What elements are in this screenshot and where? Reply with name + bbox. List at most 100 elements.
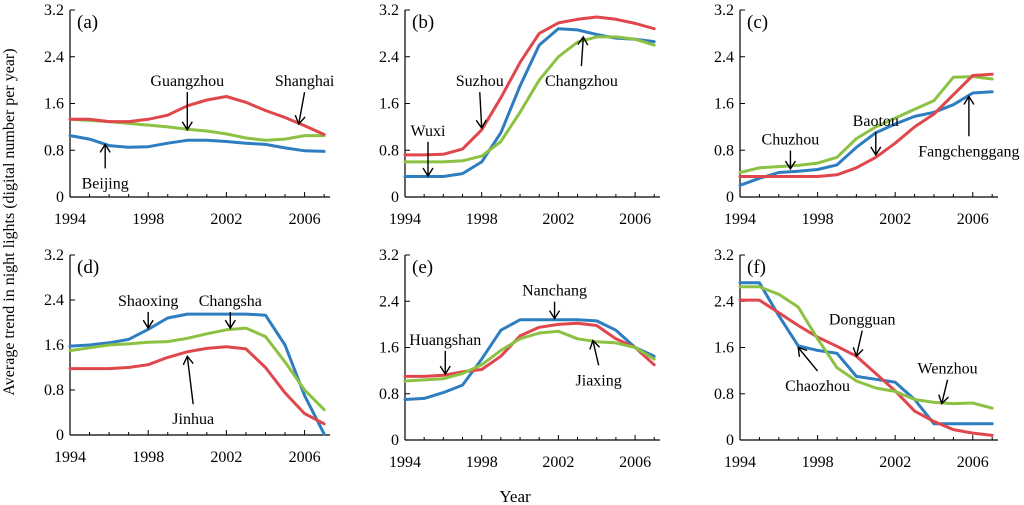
annotation-label-nanchang: Nanchang (522, 283, 587, 300)
panel-label: (e) (412, 257, 433, 278)
annotation-label-jiaxing: Jiaxing (576, 372, 622, 389)
x-tick-label: 1998 (466, 454, 498, 471)
annotation-label-chuzhou: Chuzhou (762, 132, 820, 149)
annotation-arrowhead (548, 310, 561, 320)
x-tick-label: 2002 (210, 449, 242, 466)
x-tick-label: 2006 (957, 211, 989, 228)
annotation-label-jinhua: Jinhua (172, 411, 214, 428)
x-tick-label: 1998 (802, 211, 834, 228)
annotation-arrowhead (142, 319, 154, 330)
y-tick-label: 0 (726, 432, 734, 449)
annotation-arrowhead (577, 35, 589, 46)
annotation-label-baotou: Baotou (853, 113, 899, 130)
y-tick-label: 0.8 (379, 142, 399, 159)
x-tick-label: 1998 (132, 211, 164, 228)
panel-e: 0 0.8 1.6 2.4 3.2 1994 1998 2002 2006 (e) Nanchang… (379, 247, 660, 471)
annotation-arrow (797, 347, 819, 372)
y-tick-label: 0.8 (44, 142, 64, 159)
annotation-label-chaozhou: Chaozhou (785, 378, 850, 395)
y-tick-label: 0.8 (44, 382, 64, 399)
annotation-label-shaoxing: Shaoxing (118, 293, 178, 310)
series-line-huangshan (403, 318, 656, 401)
annotation-arrowhead (181, 121, 193, 132)
y-tick-label: 3.2 (379, 247, 399, 264)
annotation-arrow (941, 379, 949, 404)
annotation-arrowhead (938, 394, 949, 405)
annotation-arrowhead (422, 167, 434, 178)
series-line-nanchang (403, 321, 656, 378)
x-tick-label: 1994 (54, 449, 86, 466)
series-line-shaoxing (68, 312, 326, 436)
y-tick-label: 0 (56, 427, 64, 444)
annotation-arrow (592, 340, 600, 366)
annotation-label-suzhou: Suzhou (456, 73, 504, 90)
series-line-fangchenggang (738, 72, 994, 178)
x-tick-label: 1994 (724, 454, 756, 471)
y-tick-label: 0 (391, 432, 399, 449)
x-tick-label: 2002 (210, 211, 242, 228)
annotation-arrow (298, 91, 306, 125)
annotation-arrowhead (439, 365, 451, 376)
x-tick-label: 1998 (802, 454, 834, 471)
panel-a: 0 0.8 1.6 2.4 3.2 1994 1998 2002 2006 (a) Guangzho… (44, 2, 335, 228)
annotation-arrowhead (589, 339, 601, 350)
annotation-arrowhead (182, 354, 194, 366)
annotation-arrowhead (963, 95, 975, 105)
series-line-jiaxing (403, 329, 656, 383)
annotation-label-fangchenggang: Fangchenggang (918, 143, 1019, 160)
x-tick-label: 2006 (619, 454, 651, 471)
panel-c: 0 0.8 1.6 2.4 3.2 1994 1998 2002 2006 (c) Chuzhou B… (714, 2, 1020, 228)
y-tick-label: 2.4 (379, 293, 399, 310)
x-tick-label: 1994 (54, 211, 86, 228)
annotation-label-guangzhou: Guangzhou (150, 73, 224, 90)
y-tick-label: 1.6 (44, 337, 64, 354)
series-line-wenzhou (738, 285, 994, 410)
annotation-arrowhead (475, 119, 487, 130)
annotation-label-huangshan: Huangshan (409, 332, 481, 349)
y-tick-label: 1.6 (714, 340, 734, 357)
annotation-arrow (479, 92, 483, 129)
x-tick-label: 2002 (879, 211, 911, 228)
y-tick-label: 2.4 (379, 49, 399, 66)
y-tick-label: 3.2 (714, 2, 734, 19)
series-line-shanghai (68, 95, 326, 136)
annotation-arrowhead (784, 160, 797, 171)
annotation-arrowhead (294, 114, 306, 126)
series-line-jinhua (68, 345, 326, 426)
y-tick-label: 2.4 (44, 49, 64, 66)
annotation-arrow (855, 330, 863, 357)
annotation-label-wuxi: Wuxi (411, 123, 446, 140)
annotation-label-changzhou: Changzhou (545, 73, 618, 90)
panel-label: (a) (77, 12, 98, 33)
annotation-label-shanghai: Shanghai (275, 73, 335, 90)
y-tick-label: 0 (726, 189, 734, 206)
y-tick-label: 0 (56, 189, 64, 206)
annotation-arrow (186, 356, 194, 405)
y-tick-label: 3.2 (379, 2, 399, 19)
panel-label: (b) (412, 12, 434, 33)
x-tick-label: 1998 (132, 449, 164, 466)
x-tick-label: 2002 (542, 211, 574, 228)
y-tick-label: 0.8 (379, 386, 399, 403)
annotation-arrowhead (224, 319, 236, 330)
series-line-suzhou (403, 15, 656, 157)
series-line-baotou (738, 75, 994, 174)
panel-f: 0 0.8 1.6 2.4 3.2 1994 1998 2002 2006 (f) Dongguan… (714, 247, 998, 471)
y-tick-label: 3.2 (44, 247, 64, 264)
y-tick-label: 0.8 (714, 386, 734, 403)
y-tick-label: 0.8 (714, 142, 734, 159)
annotation-arrow (580, 36, 585, 67)
x-tick-label: 2006 (619, 211, 651, 228)
annotation-arrowhead (797, 346, 808, 357)
annotation-arrowhead (99, 143, 111, 153)
x-tick-label: 1998 (466, 211, 498, 228)
annotation-label-changsha: Changsha (199, 293, 262, 310)
panel-label: (f) (747, 257, 766, 278)
y-tick-label: 2.4 (714, 293, 734, 310)
y-tick-label: 0 (391, 189, 399, 206)
y-axis-label: Average trend in night lights (digital n… (1, 48, 18, 395)
y-tick-label: 1.6 (44, 96, 64, 113)
x-tick-label: 2002 (879, 454, 911, 471)
annotation-arrowhead (852, 347, 864, 358)
